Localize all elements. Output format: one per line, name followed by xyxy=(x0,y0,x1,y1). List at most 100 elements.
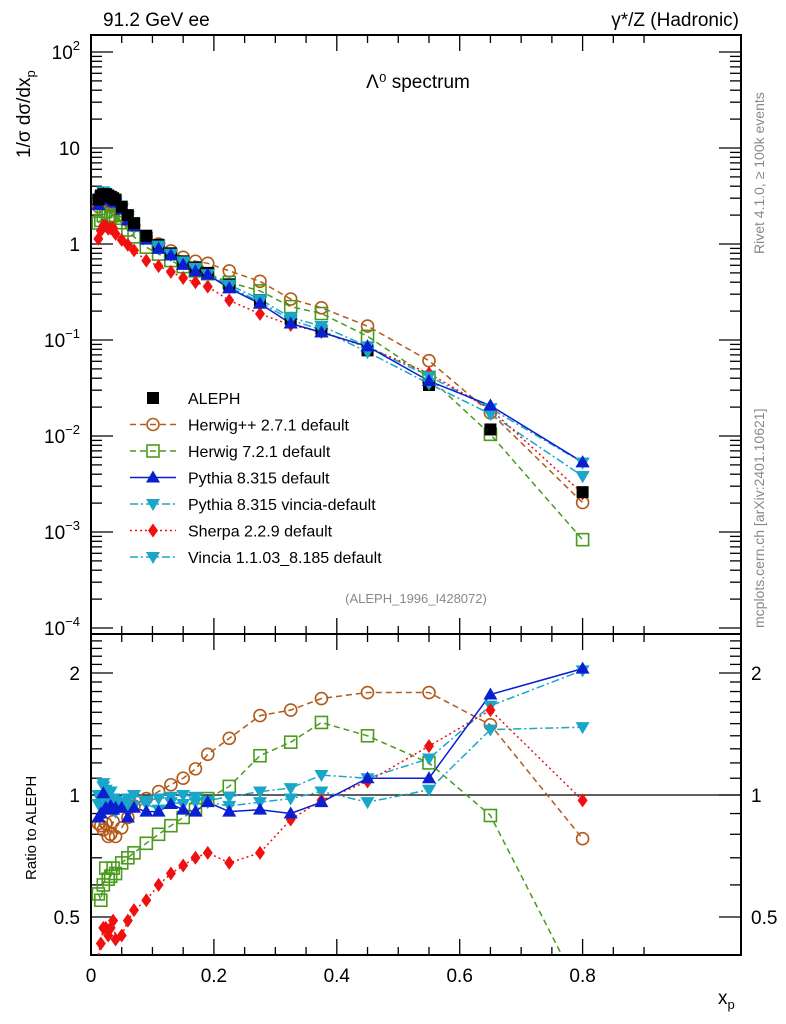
marker-vincia xyxy=(575,471,590,484)
ratio-marker-sherpa xyxy=(190,850,201,865)
ratio-marker-herwigpp xyxy=(360,685,375,700)
main-series-markers xyxy=(91,186,590,547)
legend-label-vincia: Vincia 1.1.03_8.185 default xyxy=(188,550,382,567)
ratio-marker-vincia xyxy=(283,793,298,806)
marker-pythia xyxy=(575,455,590,468)
ratio-marker-herwigpp xyxy=(188,762,203,776)
marker-pythia xyxy=(188,264,203,277)
header-left: 91.2 GeV ee xyxy=(103,10,210,31)
main-frame xyxy=(90,34,742,635)
ratio-marker-herwigpp xyxy=(422,685,436,700)
ratio-marker-sherpa xyxy=(141,893,152,908)
ratio-marker-herwigpp xyxy=(164,777,178,792)
ratio-marker-herwig7 xyxy=(283,735,298,749)
ratio-marker-pythia_vincia xyxy=(222,791,237,804)
ratio-marker-sherpa xyxy=(423,739,434,754)
marker-sherpa xyxy=(254,306,265,321)
series-line-herwigpp xyxy=(97,199,584,504)
ratio-marker-sherpa xyxy=(108,913,119,928)
ratio-marker-vincia xyxy=(314,786,329,799)
marker-vincia xyxy=(483,408,498,421)
ratio-marker-pythia_vincia xyxy=(283,783,298,796)
ratio-marker-pythia xyxy=(421,771,436,784)
marker-pythia xyxy=(163,248,178,261)
ratio-marker-herwig7 xyxy=(139,836,154,851)
legend-label-aleph: ALEPH xyxy=(188,391,240,408)
marker-herwig7 xyxy=(314,306,329,321)
mcplots-label: mcplots.cern.ch [arXiv:2401.10621] xyxy=(751,409,767,628)
ratio-marker-pythia_vincia xyxy=(188,791,203,804)
marker-pythia xyxy=(252,296,267,309)
marker-sherpa xyxy=(129,243,140,258)
ratio-marker-pythia xyxy=(120,810,135,823)
ratio-marker-vincia xyxy=(360,797,375,810)
legend-label-pythia_vincia: Pythia 8.315 vincia-default xyxy=(188,497,376,514)
ratio-marker-pythia xyxy=(96,786,111,799)
x-tick-label: 0 xyxy=(86,966,97,987)
y-tick-label: 10−3 xyxy=(44,518,80,544)
ratio-marker-vincia xyxy=(483,724,498,737)
ratio-marker-herwig7 xyxy=(314,715,329,730)
ratio-marker-pythia xyxy=(139,804,154,817)
ratio-marker-sherpa xyxy=(116,928,127,943)
legend-marker-pythia_vincia xyxy=(146,499,160,511)
marker-herwigpp xyxy=(283,292,298,306)
ratio-marker-pythia xyxy=(176,802,191,815)
ratio-marker-pythia_vincia xyxy=(314,770,329,783)
marker-pythia xyxy=(421,374,436,387)
ratio-marker-pythia xyxy=(360,771,375,784)
ratio-marker-herwigpp xyxy=(283,703,298,717)
marker-herwig7 xyxy=(575,532,590,547)
ratio-marker-herwigpp xyxy=(253,708,267,723)
ratio-marker-pythia_vincia xyxy=(252,786,267,799)
ratio-marker-sherpa xyxy=(485,703,496,718)
marker-aleph xyxy=(484,423,497,436)
ratio-marker-pythia xyxy=(575,661,590,674)
marker-pythia xyxy=(360,339,375,352)
marker-sherpa xyxy=(178,271,189,286)
ratio-marker-herwigpp xyxy=(200,747,215,762)
ratio-marker-herwigpp xyxy=(101,829,116,844)
ratio-marker-herwig7 xyxy=(164,818,178,833)
ratio-marker-vincia xyxy=(575,722,590,735)
ratio-marker-sherpa xyxy=(202,845,213,860)
rivet-label: Rivet 4.1.0, ≥ 100k events xyxy=(751,92,767,254)
x-tick-label: 0.4 xyxy=(324,966,351,987)
marker-sherpa xyxy=(202,279,213,294)
ratio-marker-pythia xyxy=(114,800,129,813)
ratio-marker-herwig7 xyxy=(94,893,108,908)
legend-label-herwig7: Herwig 7.2.1 default xyxy=(188,444,331,461)
axis-ticks: 0 0.2 0.4 0.6 0.8 102 10 1 10−1 10−2 10−3 10−4 2 2 1 1 0… xyxy=(44,35,777,987)
y-axis-label-main: 1/σ dσ/dxp xyxy=(14,70,38,158)
marker-sherpa xyxy=(190,275,201,290)
marker-aleph xyxy=(140,229,153,242)
legend-label-herwigpp: Herwig++ 2.7.1 default xyxy=(188,418,350,435)
y-tick-label: 10−4 xyxy=(44,614,80,640)
ratio-marker-pythia xyxy=(151,804,166,817)
y-tick-label: 10−1 xyxy=(44,326,80,352)
y-tick-label: 10−2 xyxy=(44,422,80,448)
ratio-marker-pythia xyxy=(252,802,267,815)
ratio-marker-pythia_vincia xyxy=(421,753,436,766)
ratio-marker-sherpa xyxy=(153,877,164,892)
legend-marker-vincia xyxy=(146,552,160,564)
ratio-marker-sherpa xyxy=(129,903,140,918)
marker-herwigpp xyxy=(422,353,436,368)
legend-marker-herwigpp xyxy=(146,417,160,432)
ratio-marker-pythia xyxy=(127,800,142,813)
ratio-marker-pythia xyxy=(283,806,298,819)
legend-label-pythia: Pythia 8.315 default xyxy=(188,471,330,488)
x-axis-label: xp xyxy=(718,988,735,1012)
legend-marker-aleph xyxy=(147,392,159,404)
ratio-tick-label-right: 2 xyxy=(751,664,762,685)
x-tick-label: 0.8 xyxy=(569,966,595,987)
ratio-marker-pythia xyxy=(200,795,215,808)
marker-pythia xyxy=(283,316,298,329)
ratio-marker-pythia xyxy=(163,797,178,810)
marker-pythia xyxy=(176,257,191,270)
x-tick-label: 0.6 xyxy=(446,966,472,987)
legend-label-sherpa: Sherpa 2.2.9 default xyxy=(188,524,333,541)
ratio-marker-sherpa xyxy=(577,793,588,808)
marker-sherpa xyxy=(165,264,176,279)
legend: ALEPH Herwig++ 2.7.1 default Herwig 7.2.1 … xyxy=(130,391,382,567)
